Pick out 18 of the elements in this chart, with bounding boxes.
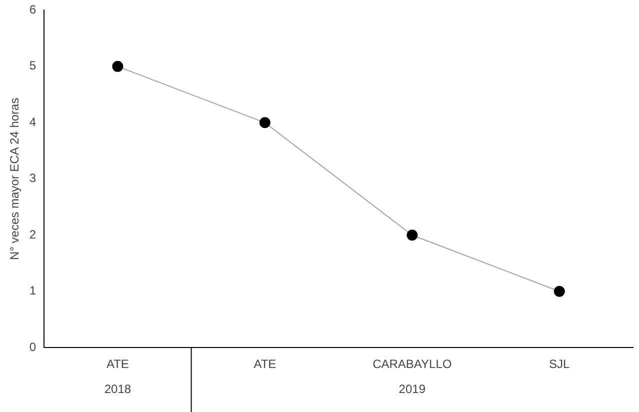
y-tick-label: 0	[29, 340, 36, 354]
point	[259, 117, 270, 128]
x-tick-label: ATE	[254, 357, 276, 372]
y-tick-label: 3	[29, 171, 36, 186]
x-tick-label: ATE	[106, 357, 129, 372]
x-tick-label: SJL	[549, 357, 570, 372]
y-axis-title: N° veces mayor ECA 24 horas	[8, 98, 22, 260]
point	[406, 230, 418, 241]
y-tick-label: 4	[29, 114, 36, 129]
y-tick-label: 6	[29, 2, 36, 17]
point	[112, 60, 124, 72]
y-tick-label: 5	[29, 58, 36, 73]
x-tick-label: CARABAYLLO	[372, 357, 452, 372]
text: 2019	[398, 382, 426, 396]
y-tick-label: 1	[29, 284, 36, 298]
point	[554, 286, 565, 297]
y-tick-label: 2	[29, 227, 36, 242]
text: 2018	[104, 382, 132, 396]
